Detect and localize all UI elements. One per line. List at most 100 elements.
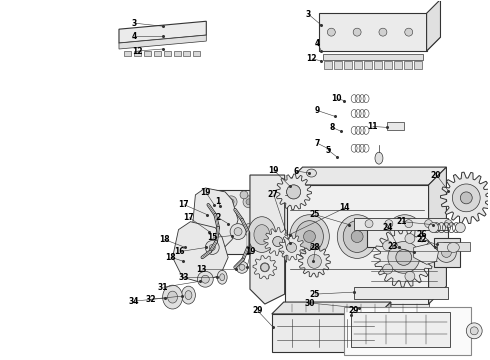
Text: 28: 28 bbox=[310, 243, 320, 252]
Ellipse shape bbox=[307, 169, 317, 177]
Bar bbox=[134, 51, 141, 56]
Ellipse shape bbox=[466, 323, 482, 339]
Ellipse shape bbox=[375, 152, 383, 164]
Text: 23: 23 bbox=[387, 242, 397, 251]
Ellipse shape bbox=[383, 241, 392, 251]
Ellipse shape bbox=[405, 271, 415, 281]
Polygon shape bbox=[354, 287, 448, 299]
Text: 33: 33 bbox=[178, 273, 189, 282]
Ellipse shape bbox=[234, 228, 242, 235]
Ellipse shape bbox=[228, 199, 234, 205]
Polygon shape bbox=[367, 228, 448, 247]
Ellipse shape bbox=[396, 249, 412, 265]
Text: 15: 15 bbox=[207, 233, 218, 242]
Text: 16: 16 bbox=[174, 247, 185, 256]
Ellipse shape bbox=[353, 28, 361, 36]
Ellipse shape bbox=[444, 220, 452, 228]
Ellipse shape bbox=[343, 221, 371, 252]
Bar bbox=[404, 61, 412, 69]
Ellipse shape bbox=[418, 252, 429, 262]
Ellipse shape bbox=[295, 221, 323, 252]
Ellipse shape bbox=[236, 261, 248, 273]
Text: 6: 6 bbox=[294, 167, 299, 176]
Ellipse shape bbox=[337, 215, 377, 258]
Ellipse shape bbox=[399, 231, 411, 243]
Ellipse shape bbox=[405, 234, 415, 243]
Polygon shape bbox=[354, 218, 448, 230]
Ellipse shape bbox=[273, 237, 283, 247]
Text: 3: 3 bbox=[306, 10, 311, 19]
Polygon shape bbox=[374, 228, 434, 287]
Bar bbox=[173, 51, 180, 56]
Ellipse shape bbox=[379, 28, 387, 36]
Bar bbox=[344, 61, 352, 69]
Text: 5: 5 bbox=[325, 146, 330, 155]
Ellipse shape bbox=[405, 220, 413, 228]
Ellipse shape bbox=[308, 255, 321, 268]
Bar bbox=[414, 61, 421, 69]
Bar bbox=[344, 307, 471, 355]
Text: 8: 8 bbox=[329, 123, 335, 132]
Text: 30: 30 bbox=[305, 298, 315, 307]
Polygon shape bbox=[429, 167, 446, 304]
Bar bbox=[324, 61, 332, 69]
Polygon shape bbox=[264, 228, 292, 255]
Ellipse shape bbox=[207, 224, 219, 235]
Polygon shape bbox=[205, 190, 287, 255]
Bar bbox=[394, 61, 402, 69]
Ellipse shape bbox=[220, 274, 224, 281]
Text: 17: 17 bbox=[183, 213, 194, 222]
Text: 12: 12 bbox=[132, 46, 143, 55]
Ellipse shape bbox=[264, 199, 270, 205]
Ellipse shape bbox=[181, 286, 196, 304]
Polygon shape bbox=[193, 188, 238, 251]
Ellipse shape bbox=[447, 243, 459, 252]
Bar bbox=[374, 61, 382, 69]
Ellipse shape bbox=[261, 264, 269, 271]
Ellipse shape bbox=[239, 264, 245, 270]
Ellipse shape bbox=[209, 244, 215, 251]
Ellipse shape bbox=[385, 215, 425, 258]
Polygon shape bbox=[379, 302, 391, 352]
Bar bbox=[164, 51, 171, 56]
Ellipse shape bbox=[365, 220, 373, 228]
Ellipse shape bbox=[437, 243, 456, 262]
Bar bbox=[183, 51, 191, 56]
Ellipse shape bbox=[351, 231, 363, 243]
Text: 22: 22 bbox=[416, 235, 427, 244]
Text: 4: 4 bbox=[315, 39, 319, 48]
Text: 11: 11 bbox=[367, 122, 378, 131]
Ellipse shape bbox=[246, 227, 252, 233]
Polygon shape bbox=[351, 312, 450, 347]
Polygon shape bbox=[437, 242, 470, 251]
Text: 19: 19 bbox=[268, 166, 278, 175]
Ellipse shape bbox=[248, 217, 276, 252]
Text: 7: 7 bbox=[315, 139, 320, 148]
Bar bbox=[354, 61, 362, 69]
Polygon shape bbox=[323, 54, 422, 60]
Bar bbox=[364, 61, 372, 69]
Ellipse shape bbox=[452, 184, 480, 212]
Ellipse shape bbox=[405, 28, 413, 36]
Polygon shape bbox=[441, 172, 490, 224]
Text: 29: 29 bbox=[348, 306, 359, 315]
Ellipse shape bbox=[470, 327, 478, 335]
Ellipse shape bbox=[327, 28, 335, 36]
Ellipse shape bbox=[388, 242, 419, 273]
Text: 9: 9 bbox=[315, 106, 319, 115]
Ellipse shape bbox=[225, 224, 237, 235]
Polygon shape bbox=[434, 238, 460, 267]
Text: 19: 19 bbox=[200, 188, 211, 197]
Ellipse shape bbox=[217, 270, 227, 284]
Ellipse shape bbox=[441, 247, 451, 257]
Ellipse shape bbox=[168, 291, 177, 303]
Text: 24: 24 bbox=[382, 223, 392, 232]
Polygon shape bbox=[285, 304, 429, 312]
Polygon shape bbox=[319, 13, 427, 51]
Text: 18: 18 bbox=[159, 235, 170, 244]
Ellipse shape bbox=[225, 196, 237, 208]
Polygon shape bbox=[414, 243, 439, 264]
Text: 34: 34 bbox=[129, 297, 139, 306]
Ellipse shape bbox=[197, 271, 213, 287]
Bar bbox=[154, 51, 161, 56]
